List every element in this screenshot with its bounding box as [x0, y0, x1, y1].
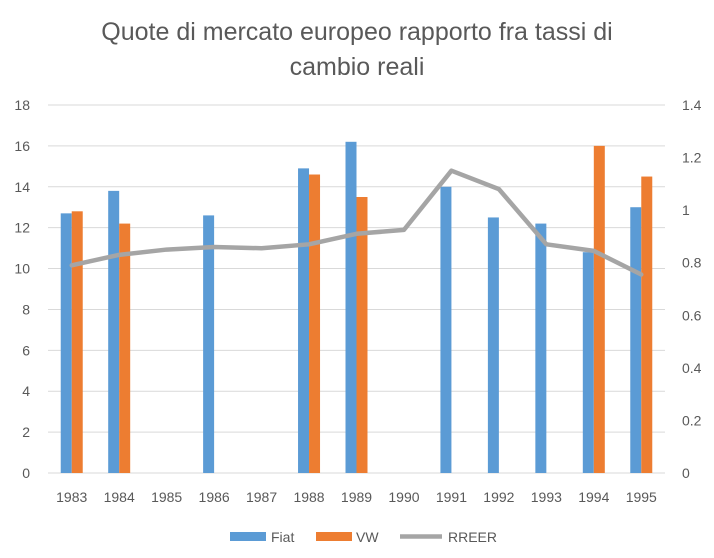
y-left-tick-label: 6 — [22, 342, 30, 358]
x-tick-label: 1984 — [104, 489, 135, 505]
bar-vw-1983 — [71, 211, 83, 474]
y-right-tick-label: 1 — [682, 202, 690, 218]
chart-title-line-1: Quote di mercato europeo rapporto fra ta… — [101, 18, 612, 46]
bar-fiat-1983 — [60, 213, 72, 473]
y-right-tick-label: 1.4 — [682, 97, 702, 113]
y-left-tick-label: 4 — [22, 383, 30, 399]
bar-fiat-1986 — [203, 215, 215, 473]
rreer-line-layer — [69, 168, 644, 277]
x-tick-label: 1994 — [578, 489, 609, 505]
bar-fiat-1993 — [535, 223, 547, 473]
bar-vw-1984 — [119, 223, 131, 473]
legend-item-vw: VW — [316, 529, 379, 545]
x-tick-label: 1987 — [246, 489, 277, 505]
legend-label: RREER — [448, 529, 497, 545]
legend-swatch-vw — [316, 532, 352, 541]
y-left-tick-label: 14 — [14, 179, 30, 195]
x-tick-label: 1995 — [626, 489, 657, 505]
bar-fiat-1994 — [582, 252, 594, 473]
y-left-tick-label: 18 — [14, 97, 30, 113]
y-left-tick-label: 8 — [22, 301, 30, 317]
y-right-tick-label: 0.4 — [682, 360, 702, 376]
bar-fiat-1995 — [630, 207, 642, 473]
y-left-tick-label: 10 — [14, 261, 30, 277]
chart-title-line-2: cambio reali — [290, 53, 425, 81]
y-left-tick-label: 0 — [22, 465, 30, 481]
legend-label: VW — [356, 529, 379, 545]
legend: Fiat VW RREER — [230, 529, 497, 545]
y-right-tick-label: 1.2 — [682, 150, 702, 166]
y-right-tick-label: 0.6 — [682, 307, 702, 323]
legend-item-fiat: Fiat — [230, 529, 294, 545]
bar-vw-1995 — [641, 176, 653, 474]
bar-fiat-1991 — [440, 186, 452, 473]
bar-fiat-1992 — [487, 217, 499, 473]
right-axis-ticks: 0 0.2 0.4 0.6 0.8 1 1.2 1.4 — [682, 97, 702, 481]
x-tick-label: 1991 — [436, 489, 467, 505]
left-axis-ticks: 0 2 4 6 8 10 12 14 16 18 — [14, 97, 30, 481]
line-rreer — [69, 168, 644, 277]
x-tick-label: 1986 — [199, 489, 230, 505]
x-tick-label: 1990 — [388, 489, 419, 505]
y-left-tick-label: 2 — [22, 424, 30, 440]
x-tick-label: 1985 — [151, 489, 182, 505]
x-tick-label: 1989 — [341, 489, 372, 505]
legend-swatch-fiat — [230, 532, 266, 541]
x-tick-label: 1988 — [293, 489, 324, 505]
bar-fiat-1989 — [345, 141, 357, 474]
x-tick-label: 1993 — [531, 489, 562, 505]
legend-item-rreer: RREER — [400, 529, 497, 545]
y-left-tick-label: 16 — [14, 138, 30, 154]
bars — [60, 141, 653, 474]
bar-vw-1988 — [309, 174, 321, 473]
bar-fiat-1984 — [108, 190, 120, 473]
bar-vw-1994 — [593, 145, 605, 473]
y-right-tick-label: 0 — [682, 465, 690, 481]
legend-label: Fiat — [271, 529, 294, 545]
y-right-tick-label: 0.8 — [682, 255, 702, 271]
y-left-tick-label: 12 — [14, 220, 30, 236]
bar-fiat-1988 — [298, 168, 310, 473]
x-axis-ticks: 1983 1984 1985 1986 1987 1988 1989 1990 1991 1992… — [56, 489, 657, 505]
x-tick-label: 1983 — [56, 489, 87, 505]
bar-vw-1989 — [356, 197, 368, 473]
y-right-tick-label: 0.2 — [682, 412, 702, 428]
x-tick-label: 1992 — [483, 489, 514, 505]
